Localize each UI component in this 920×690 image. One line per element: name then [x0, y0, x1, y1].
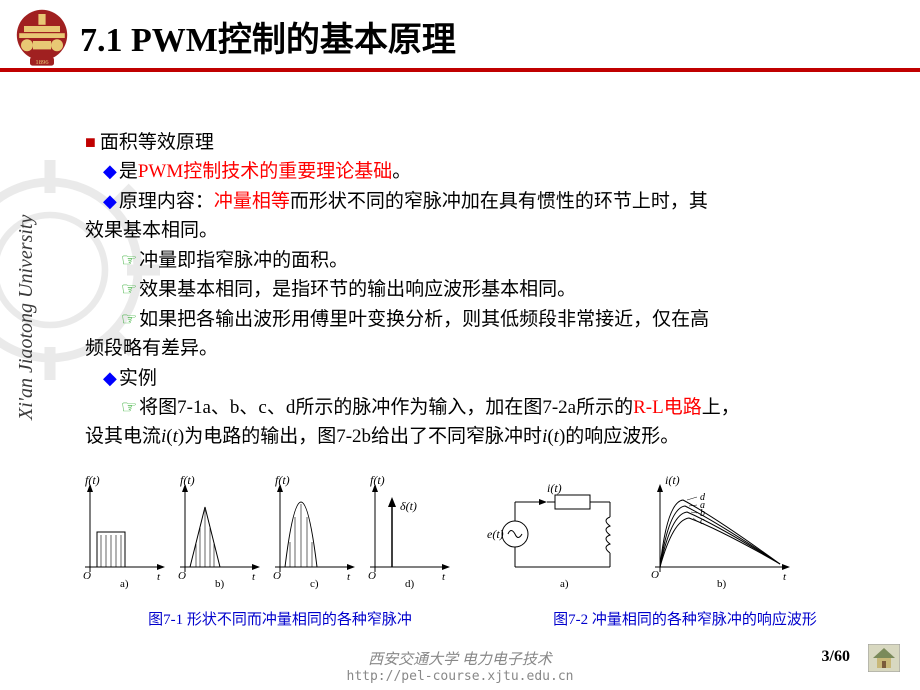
svg-text:O: O: [83, 570, 91, 582]
watermark-text: Xi'an Jiaotong University: [15, 215, 38, 420]
hand-bullet-icon: ☞: [121, 250, 137, 270]
footer-org: 西安交通大学 电力电子技术: [0, 648, 920, 669]
svg-text:O: O: [368, 570, 376, 582]
pulse-plot-d: f(t) δ(t) O t d): [360, 472, 455, 592]
home-icon[interactable]: [868, 644, 900, 672]
svg-text:O: O: [273, 570, 281, 582]
figure-captions: 图7-1 形状不同而冲量相同的各种窄脉冲 图7-2 冲量相同的各种窄脉冲的响应波…: [75, 608, 885, 629]
svg-text:t: t: [347, 571, 351, 583]
sub-line-3: ☞冲量即指窄脉冲的面积。: [85, 246, 875, 275]
section-heading: ■面积等效原理: [85, 128, 875, 157]
svg-text:f(t): f(t): [275, 473, 290, 487]
svg-text:f(t): f(t): [370, 473, 385, 487]
sub-line-5b: 频段略有差异。: [85, 334, 875, 363]
svg-text:1896: 1896: [35, 59, 49, 66]
footer-url: http://pel-course.xjtu.edu.cn: [0, 669, 920, 684]
svg-text:t: t: [157, 571, 161, 583]
svg-text:f(t): f(t): [180, 473, 195, 487]
bullet-line-2: ◆原理内容：冲量相等而形状不同的窄脉冲加在具有惯性的环节上时，其: [85, 187, 875, 216]
bullet-line-6: ◆实例: [85, 364, 875, 393]
caption-fig-7-1: 图7-1 形状不同而冲量相同的各种窄脉冲: [75, 608, 485, 629]
pulse-plot-c: f(t) O t c): [265, 472, 360, 592]
figures-row: f(t) O t a) f(t) O t: [75, 472, 885, 612]
hand-bullet-icon: ☞: [121, 309, 137, 329]
svg-text:b): b): [215, 578, 225, 590]
title-underline: [0, 68, 920, 72]
svg-text:a): a): [120, 578, 129, 590]
page-number: 3/60: [822, 648, 850, 666]
svg-text:O: O: [178, 570, 186, 582]
sub-line-5a: ☞如果把各输出波形用傅里叶变换分析，则其低频段非常接近，仅在高: [85, 305, 875, 334]
svg-text:i(t): i(t): [665, 473, 680, 487]
svg-text:c: c: [700, 516, 705, 527]
svg-text:f(t): f(t): [85, 473, 100, 487]
hand-bullet-icon: ☞: [121, 397, 137, 417]
svg-text:d): d): [405, 578, 415, 590]
svg-text:t: t: [442, 571, 446, 583]
rl-circuit: i(t) e(t) a): [485, 472, 645, 592]
slide-title: 7.1 PWM控制的基本原理: [80, 12, 456, 61]
svg-text:b): b): [717, 578, 727, 590]
svg-text:a): a): [560, 578, 569, 590]
svg-text:c): c): [310, 578, 319, 590]
sub-line-4: ☞效果基本相同，是指环节的输出响应波形基本相同。: [85, 275, 875, 304]
content-area: ■面积等效原理 ◆是PWM控制技术的重要理论基础。 ◆原理内容：冲量相等而形状不…: [85, 128, 875, 452]
diamond-bullet-icon: ◆: [103, 191, 117, 211]
university-logo: 1896: [12, 8, 72, 68]
sub-line-7b: 设其电流i(t)为电路的输出，图7-2b给出了不同窄脉冲时i(t)的响应波形。: [85, 422, 875, 451]
response-plot: i(t) O t d a b c b): [645, 472, 795, 592]
diamond-bullet-icon: ◆: [103, 161, 117, 181]
svg-text:t: t: [783, 571, 787, 583]
bullet-line-2b: 效果基本相同。: [85, 216, 875, 245]
svg-text:O: O: [651, 569, 659, 581]
square-bullet-icon: ■: [85, 132, 96, 152]
svg-text:e(t): e(t): [487, 527, 504, 541]
pulse-plot-a: f(t) O t a): [75, 472, 170, 592]
pulse-plot-b: f(t) O t b): [170, 472, 265, 592]
svg-text:i(t): i(t): [547, 481, 562, 495]
bullet-line-1: ◆是PWM控制技术的重要理论基础。: [85, 157, 875, 186]
diamond-bullet-icon: ◆: [103, 368, 117, 388]
svg-text:t: t: [252, 571, 256, 583]
svg-text:δ(t): δ(t): [400, 499, 417, 513]
section-title-text: 面积等效原理: [100, 132, 214, 153]
footer: 西安交通大学 电力电子技术 http://pel-course.xjtu.edu…: [0, 648, 920, 684]
caption-fig-7-2: 图7-2 冲量相同的各种窄脉冲的响应波形: [485, 608, 885, 629]
hand-bullet-icon: ☞: [121, 279, 137, 299]
sub-line-7a: ☞将图7-1a、b、c、d所示的脉冲作为输入，加在图7-2a所示的R-L电路上，: [85, 393, 875, 422]
